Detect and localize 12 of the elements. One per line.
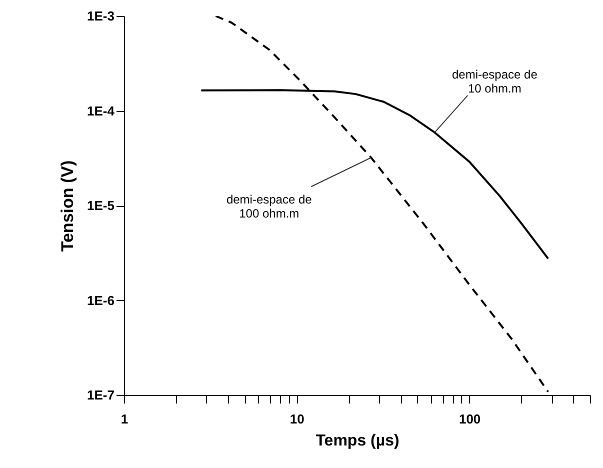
x-axis-title: Temps (µs) [316, 432, 400, 450]
x-tick-label: 10 [290, 412, 304, 426]
y-axis-title: Tension (V) [58, 160, 78, 252]
y-tick-label: 1E-4 [87, 103, 116, 118]
annotation: demi-espace de 10 ohm.m [452, 67, 538, 96]
x-tick-label: 1 [120, 412, 128, 426]
x-tick-label: 100 [458, 412, 481, 426]
y-tick-label: 1E-5 [87, 198, 114, 213]
y-tick-label: 1E-6 [87, 292, 114, 308]
y-tick-label: 1E-7 [87, 388, 114, 402]
y-tick-label: 1E-3 [87, 8, 114, 24]
annotation: demi-espace de 100 ohm.m [226, 192, 312, 221]
